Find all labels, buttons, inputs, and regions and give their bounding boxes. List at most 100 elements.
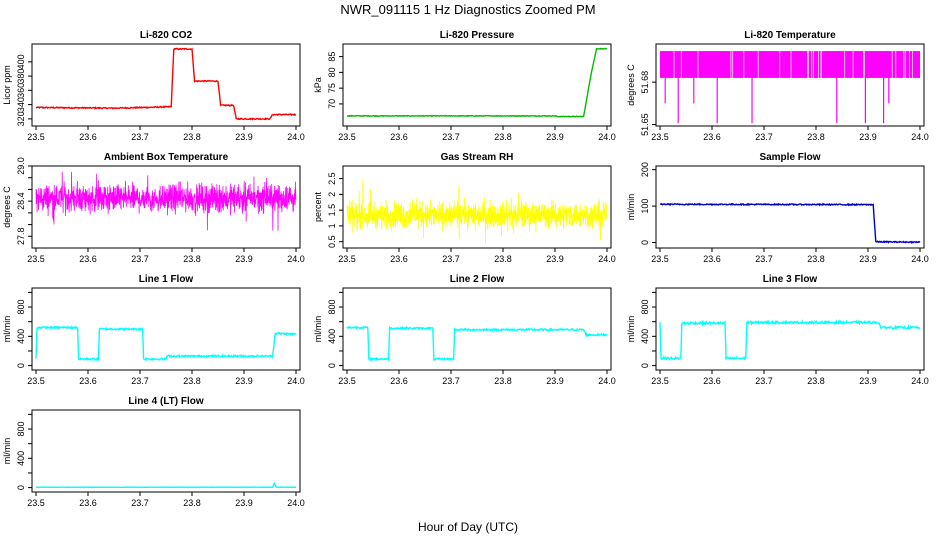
y-axis-label: degrees C: [626, 64, 636, 106]
x-tick-label: 23.7: [131, 376, 149, 386]
y-tick-label: 800: [16, 422, 26, 437]
y-tick-label: 0: [16, 363, 26, 368]
y-tick-label: 100: [640, 199, 650, 214]
x-tick-label: 23.8: [494, 132, 512, 142]
x-tick-label: 24.0: [598, 376, 616, 386]
x-tick-label: 23.7: [131, 254, 149, 264]
panel-title: Ambient Box Temperature: [104, 152, 229, 163]
x-tick-label: 24.0: [287, 254, 305, 264]
x-tick-label: 23.5: [27, 498, 45, 508]
x-tick-label: 24.0: [598, 254, 616, 264]
series-line: [346, 325, 608, 363]
plot-frame: [655, 287, 925, 371]
x-tick-label: 23.6: [79, 132, 97, 142]
plot-frame: [655, 43, 925, 127]
chart-panel-9: Line 3 Flow ml/min 23.5 23.6 23.7 23.8 23.9 24.…: [626, 274, 929, 386]
x-tick-label: 23.6: [703, 376, 721, 386]
plot-frame: [31, 287, 301, 371]
chart-panel-8: Line 2 Flow ml/min 23.5 23.6 23.7 23.8 23.9 24.…: [313, 274, 616, 386]
y-tick-label: 1: [327, 223, 337, 228]
series: [35, 171, 297, 231]
y-tick-label: 400: [16, 329, 26, 344]
y-tick-label: 28.4: [16, 192, 26, 210]
chart-panel-4: Ambient Box Temperature degrees C 23.5 23.6…: [2, 152, 305, 264]
x-tick-label: 24.0: [287, 498, 305, 508]
x-tick-label: 23.7: [755, 254, 773, 264]
x-tick-label: 23.6: [79, 498, 97, 508]
y-tick-label: 29.0: [16, 157, 26, 175]
x-tick-label: 23.6: [390, 254, 408, 264]
x-tick-label: 23.7: [442, 254, 460, 264]
x-tick-label: 24.0: [287, 376, 305, 386]
series-line: [659, 318, 921, 361]
x-tick-label: 23.6: [390, 132, 408, 142]
y-tick-label: 80: [327, 67, 337, 77]
x-tick-label: 23.5: [27, 376, 45, 386]
x-tick-label: 23.7: [755, 132, 773, 142]
series: [660, 51, 920, 124]
y-tick-label: 800: [640, 300, 650, 315]
series-line: [35, 171, 297, 231]
y-tick-label: 400: [16, 451, 26, 466]
x-tick-label: 23.5: [338, 132, 356, 142]
y-axis-label: ml/min: [313, 316, 323, 343]
y-tick-label: 51.68: [640, 71, 650, 94]
x-tick-label: 24.0: [911, 376, 929, 386]
y-tick-label: 0: [640, 363, 650, 368]
x-tick-label: 23.7: [442, 376, 460, 386]
y-axis-label: percent: [313, 191, 323, 222]
x-tick-label: 23.8: [807, 254, 825, 264]
x-tick-label: 23.6: [79, 376, 97, 386]
x-tick-label: 23.9: [235, 132, 253, 142]
x-tick-label: 23.8: [183, 376, 201, 386]
x-tick-label: 23.9: [235, 498, 253, 508]
series-line: [35, 325, 297, 362]
y-tick-label: 0: [640, 240, 650, 245]
y-tick-label: 400: [640, 329, 650, 344]
series: [346, 179, 608, 244]
y-tick-label: 27.8: [16, 228, 26, 246]
panel-title: Sample Flow: [759, 152, 820, 163]
y-axis-label: Licor ppm: [2, 65, 12, 105]
y-axis-label: ml/min: [626, 194, 636, 221]
series: [659, 318, 921, 361]
x-tick-label: 23.5: [651, 132, 669, 142]
y-tick-label: 1.5: [327, 204, 337, 217]
x-tick-label: 23.5: [651, 376, 669, 386]
x-tick-label: 23.6: [390, 376, 408, 386]
series: [346, 325, 608, 363]
x-tick-label: 23.7: [755, 376, 773, 386]
y-axis-label: ml/min: [626, 316, 636, 343]
chart-panel-6: Sample Flow ml/min 23.5 23.6 23.7 23.8 23.9 24.…: [626, 152, 929, 264]
y-tick-label: 0: [16, 485, 26, 490]
plot-frame: [342, 43, 612, 127]
y-tick-label: 320: [16, 111, 26, 126]
series: [35, 481, 297, 489]
y-tick-label: 2.5: [327, 172, 337, 185]
x-tick-label: 23.9: [546, 132, 564, 142]
x-tick-label: 23.9: [235, 376, 253, 386]
figure-title: NWR_091115 1 Hz Diagnostics Zoomed PM: [340, 2, 595, 17]
panel-title: Li-820 Pressure: [440, 30, 515, 41]
x-tick-label: 23.7: [442, 132, 460, 142]
series-band: [660, 51, 920, 78]
y-tick-label: 800: [327, 300, 337, 315]
chart-panel-7: Line 1 Flow ml/min 23.5 23.6 23.7 23.8 23.9 24.…: [2, 274, 305, 386]
x-tick-label: 23.9: [546, 376, 564, 386]
y-tick-label: 51.65: [640, 113, 650, 136]
y-axis-label: ml/min: [2, 316, 12, 343]
plot-frame: [31, 165, 301, 249]
y-tick-label: 70: [327, 99, 337, 109]
y-axis-label: degrees C: [2, 186, 12, 228]
x-tick-label: 23.9: [859, 376, 877, 386]
x-tick-label: 23.8: [494, 376, 512, 386]
figure-x-axis-label: Hour of Day (UTC): [418, 520, 518, 534]
y-tick-label: 200: [640, 162, 650, 177]
series: [659, 202, 921, 244]
x-tick-label: 23.8: [183, 498, 201, 508]
series-line: [35, 47, 297, 121]
series: [35, 325, 297, 362]
plot-frame: [342, 165, 612, 249]
x-tick-label: 23.5: [338, 254, 356, 264]
